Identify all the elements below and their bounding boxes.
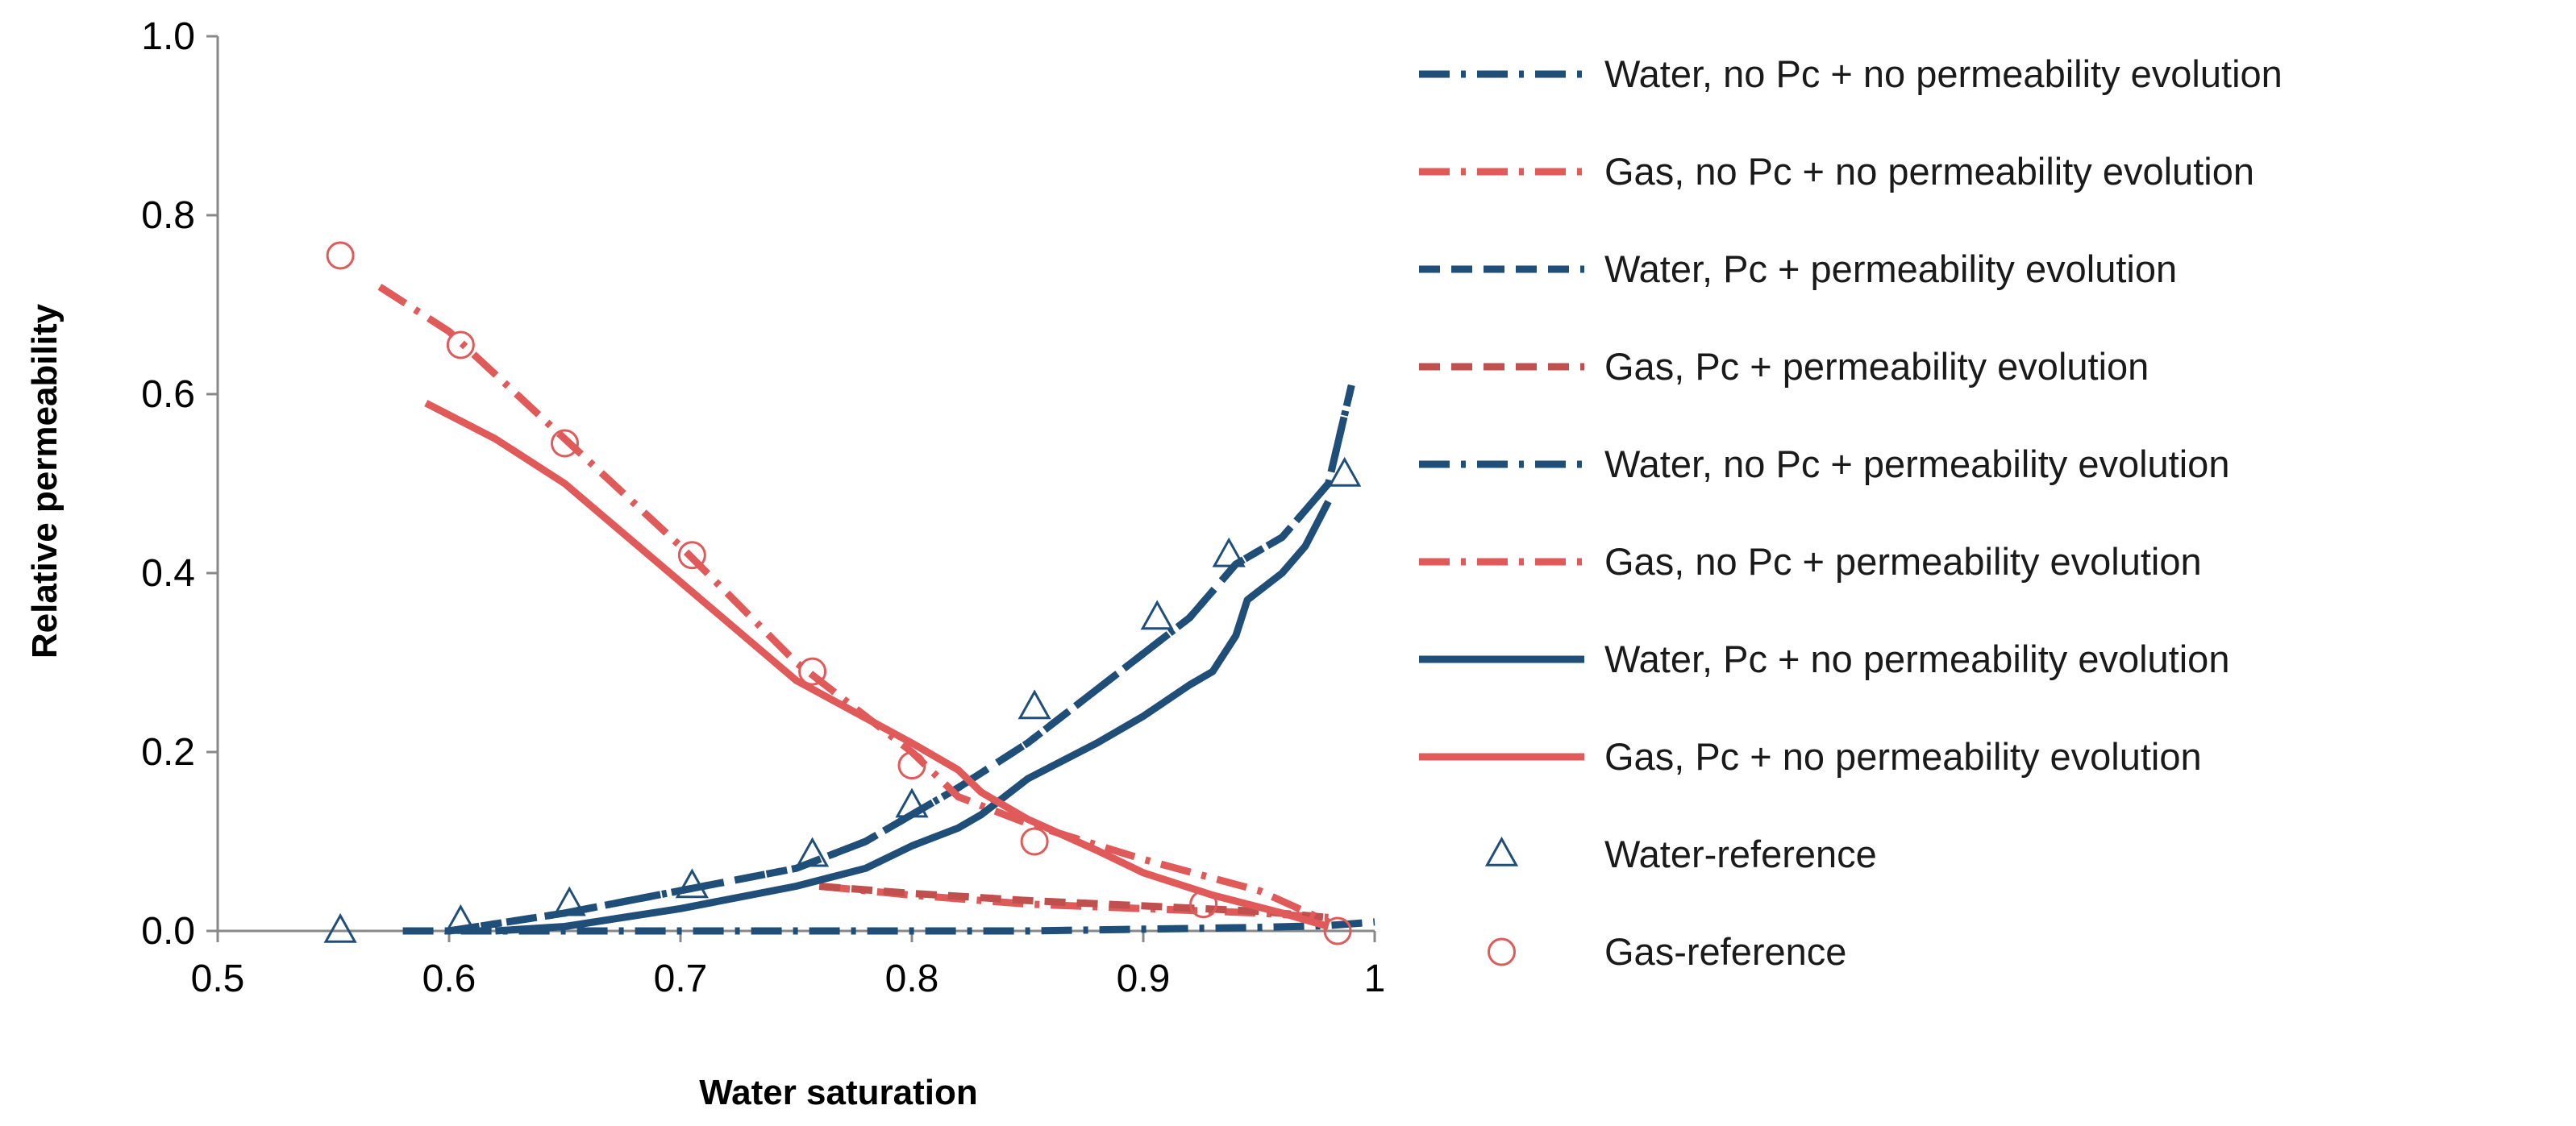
gas-reference-point <box>551 429 579 458</box>
x-tick-label: 0.6 <box>422 958 476 1000</box>
gas-reference-point <box>1323 916 1352 945</box>
x-axis-label: Water saturation <box>699 1073 978 1112</box>
y-tick-label: 1.0 <box>141 15 195 58</box>
gas-reference-point <box>1020 827 1049 856</box>
legend-label: Water, Pc + no permeability evolution <box>1604 638 2229 680</box>
legend-item-water-pc-no-permeability-evolution: Water, Pc + no permeability evolution <box>1419 638 2229 680</box>
legend-item-water-no-pc-no-permeability-evolution: Water, no Pc + no permeability evolution <box>1419 52 2283 95</box>
series-line <box>402 918 1375 935</box>
tick-labels: 0.0 0.2 0.4 0.6 0.8 1.0 0.5 0.6 0.7 0.8 0.9 1 <box>141 15 1385 1000</box>
series-gas-no-pc-permeability-evolution <box>377 284 1330 926</box>
gas-reference-point <box>446 330 475 359</box>
gas-reference-point <box>897 751 926 780</box>
legend-item-water-pc-permeability-evolution: Water, Pc + permeability evolution <box>1419 247 2177 290</box>
water-reference-point <box>323 912 357 943</box>
legend-label: Water, no Pc + no permeability evolution <box>1604 52 2283 95</box>
gas-reference-point <box>1189 890 1218 919</box>
water-reference-point <box>1212 537 1246 567</box>
y-tick-label: 0.4 <box>141 552 195 595</box>
series-line <box>448 384 1355 935</box>
legend-item-gas-reference: Gas-reference <box>1488 930 1846 973</box>
y-tick-label: 0.0 <box>141 910 195 953</box>
y-tick-label: 0.2 <box>141 731 195 774</box>
legend-label: Water, no Pc + permeability evolution <box>1604 443 2229 485</box>
water-reference-point <box>675 868 709 899</box>
legend-marker <box>1484 836 1519 866</box>
legend: Water, no Pc + no permeability evolution… <box>1419 52 2283 973</box>
x-tick-label: 0.8 <box>885 958 939 1000</box>
water-reference-point <box>1328 456 1362 487</box>
series-water-pc-no-permeability-evolution <box>495 500 1332 935</box>
series-line <box>424 400 1330 930</box>
x-tick-label: 0.5 <box>191 958 245 1000</box>
series-line <box>495 500 1332 935</box>
water-reference-point <box>895 787 929 818</box>
legend-item-gas-no-pc-no-permeability-evolution: Gas, no Pc + no permeability evolution <box>1419 150 2254 193</box>
y-tick-label: 0.6 <box>141 373 195 416</box>
legend-label: Water-reference <box>1604 833 1877 875</box>
series-gas-pc-no-permeability-evolution <box>424 400 1330 930</box>
legend-item-gas-pc-permeability-evolution: Gas, Pc + permeability evolution <box>1419 345 2149 388</box>
x-tick-label: 0.9 <box>1117 958 1171 1000</box>
gas-reference-point <box>798 657 827 686</box>
gas-reference-point <box>677 541 706 570</box>
legend-item-water-reference: Water-reference <box>1484 833 1877 875</box>
water-reference-point <box>795 837 830 867</box>
legend-label: Water, Pc + permeability evolution <box>1604 247 2177 290</box>
axes <box>216 36 1375 933</box>
x-tick-label: 1 <box>1364 958 1386 1000</box>
legend-item-water-no-pc-permeability-evolution: Water, no Pc + permeability evolution <box>1419 443 2229 485</box>
legend-label: Gas, no Pc + permeability evolution <box>1604 540 2202 583</box>
series-water-no-pc-permeability-evolution <box>448 384 1355 935</box>
water-reference-point <box>552 886 586 916</box>
y-tick-label: 0.8 <box>141 194 195 237</box>
legend-label: Gas, Pc + no permeability evolution <box>1604 735 2202 778</box>
series-line <box>377 284 1330 926</box>
gas-reference-point <box>326 241 355 270</box>
legend-item-gas-no-pc-permeability-evolution: Gas, no Pc + permeability evolution <box>1419 540 2202 583</box>
series-water-no-pc-no-permeability-evolution <box>402 918 1375 935</box>
legend-item-gas-pc-no-permeability-evolution: Gas, Pc + no permeability evolution <box>1419 735 2202 778</box>
series-water-reference <box>323 456 1362 943</box>
legend-label: Gas-reference <box>1604 930 1846 973</box>
series-gas-reference <box>326 241 1352 945</box>
y-axis-label: Relative permeability <box>25 303 65 659</box>
legend-label: Gas, Pc + permeability evolution <box>1604 345 2149 388</box>
water-reference-point <box>443 904 477 934</box>
x-tick-label: 0.7 <box>654 958 708 1000</box>
water-reference-point <box>1017 689 1051 720</box>
plot-area <box>323 241 1375 945</box>
legend-marker <box>1488 937 1516 966</box>
legend-label: Gas, no Pc + no permeability evolution <box>1604 150 2254 193</box>
water-reference-point <box>1140 600 1174 630</box>
